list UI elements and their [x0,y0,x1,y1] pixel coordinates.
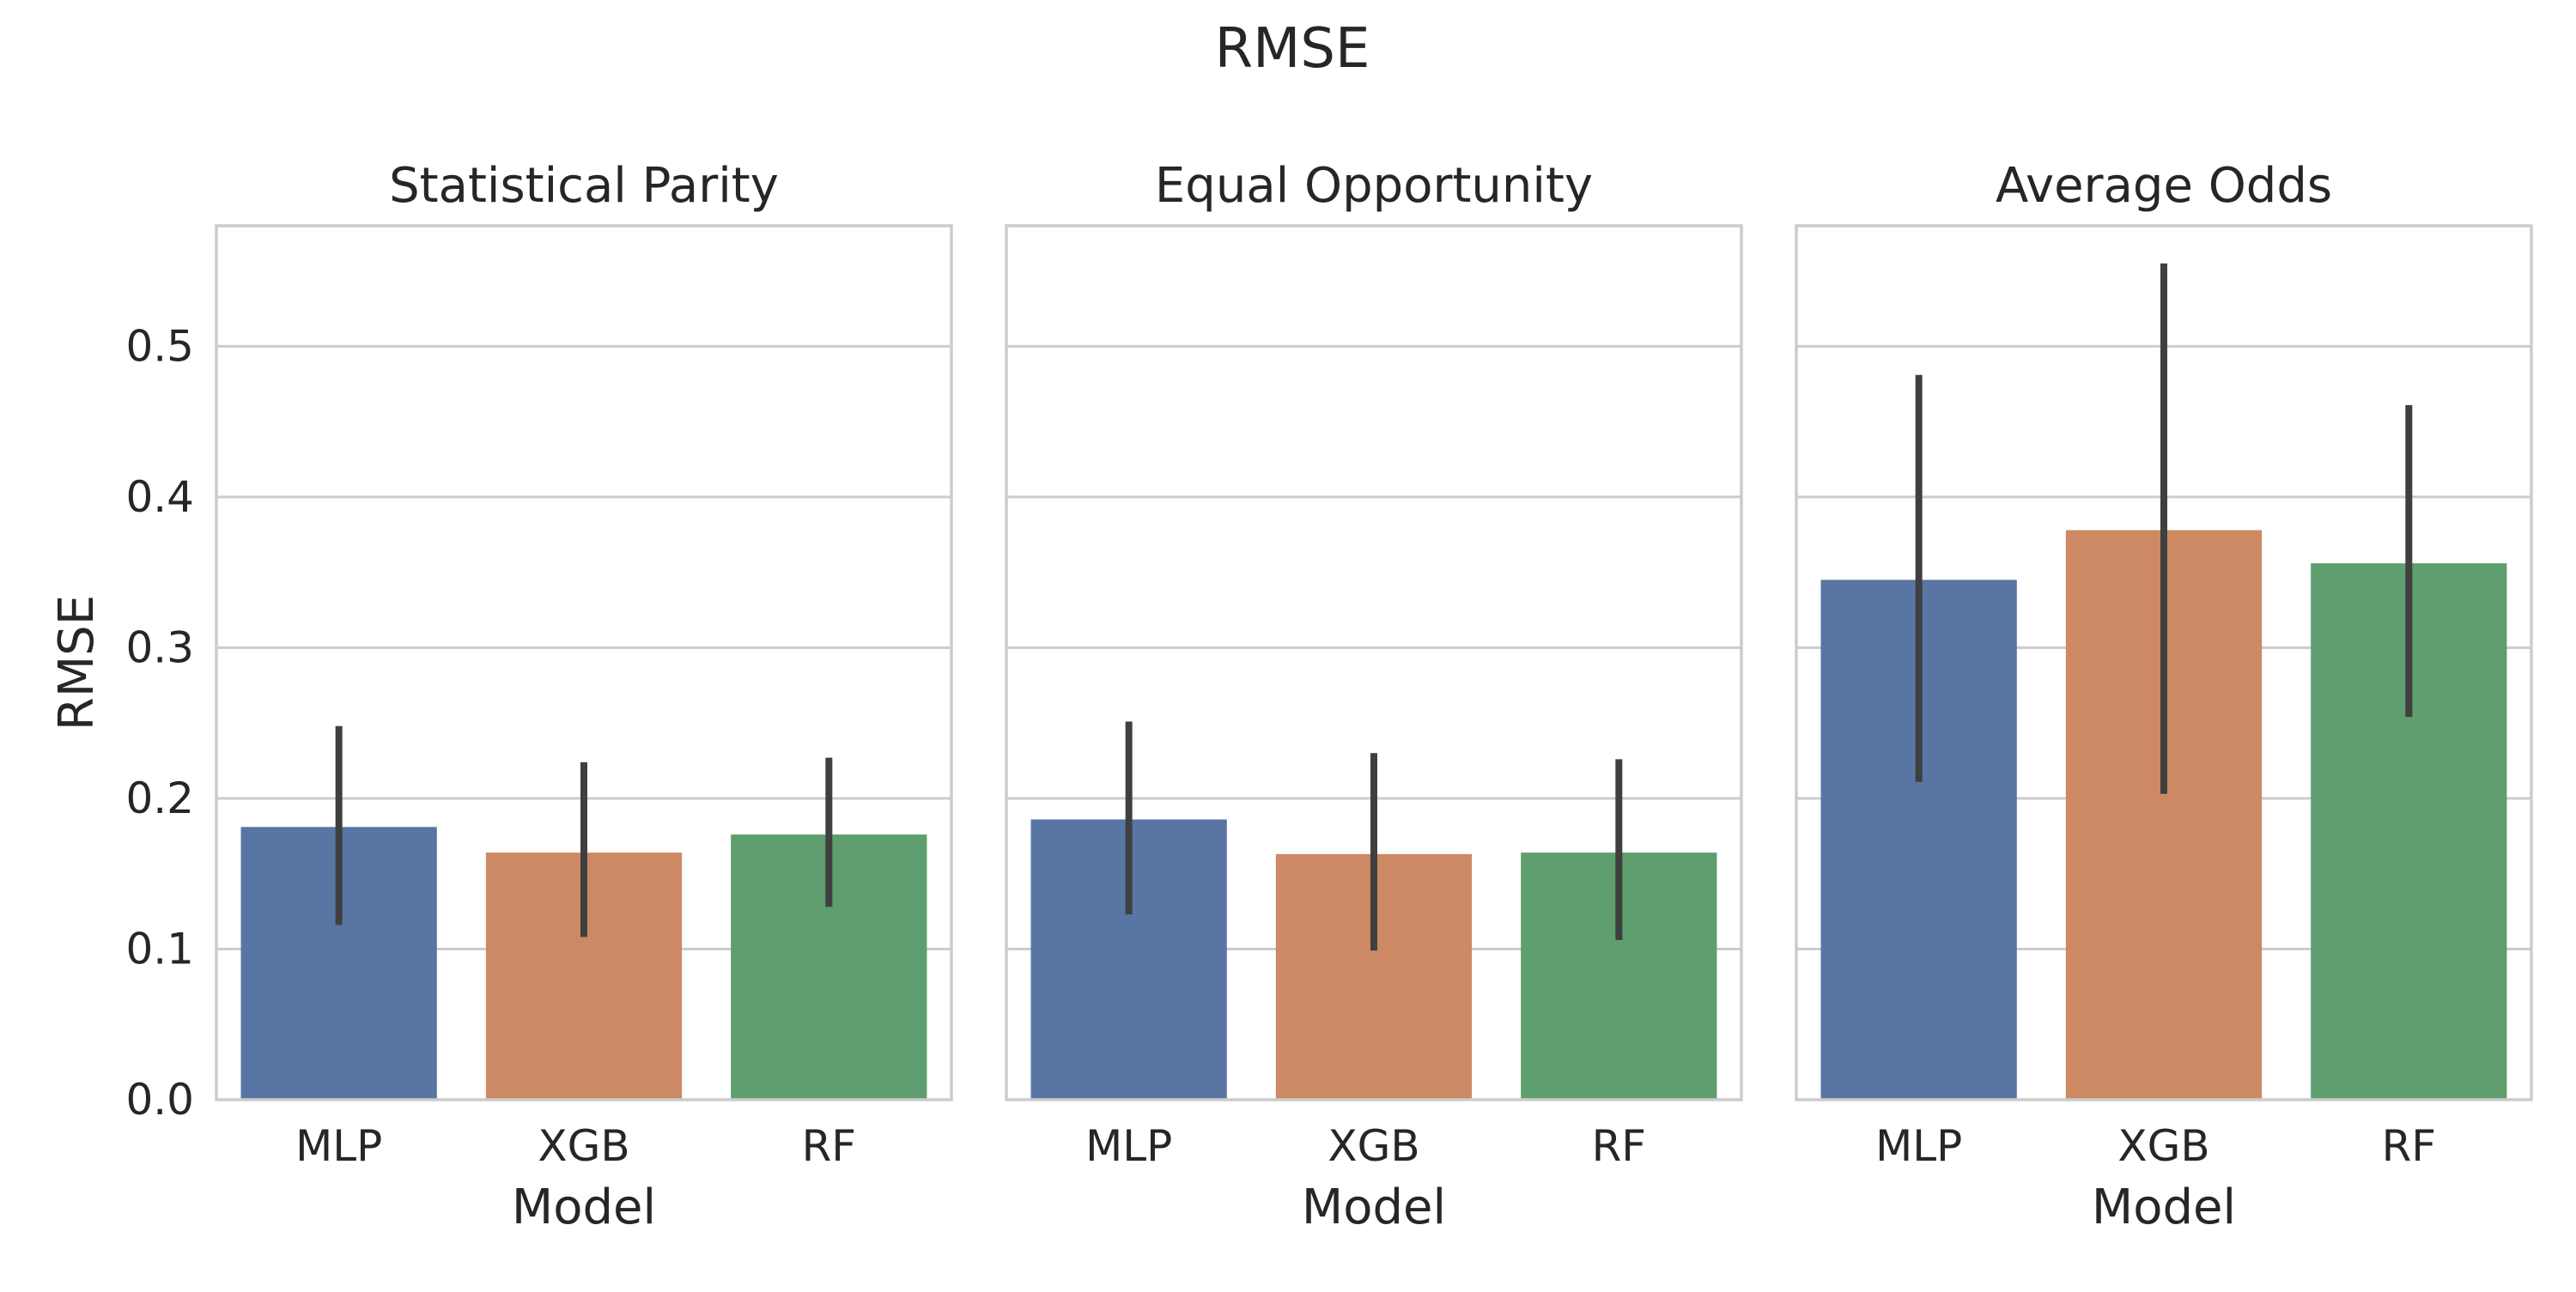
x-tick-label: XGB [538,1121,629,1171]
x-tick-label: RF [1592,1121,1647,1171]
x-axis-label: Model [1302,1180,1446,1235]
panel-1: MLP XGB RF Statistical Parity Model 0.0 0.1 0.2… [49,158,953,1235]
x-axis-label: Model [512,1180,656,1235]
x-axis-label: Model [2092,1180,2236,1235]
y-tick-label: 0.5 [125,321,194,371]
panel-2: MLP XGB RF Equal Opportunity Model [1005,158,1743,1235]
y-tick-label: 0.4 [125,472,194,522]
panel-frame [1795,224,2533,1101]
y-tick-label: 0.0 [125,1075,194,1125]
x-tick-label: MLP [1085,1121,1172,1171]
x-tick-label: RF [802,1121,857,1171]
y-axis-label: RMSE [49,595,105,731]
x-tick-label: MLP [1875,1121,1962,1171]
y-tick-label: 0.1 [125,924,194,974]
y-tick-label: 0.3 [125,622,194,672]
panel-title: Statistical Parity [389,158,779,214]
panel-frame [215,224,953,1101]
x-tick-label: MLP [295,1121,382,1171]
figure-title: RMSE [1215,17,1370,81]
x-tick-label: XGB [1327,1121,1419,1171]
x-tick-label: RF [2382,1121,2437,1171]
panel-title: Equal Opportunity [1155,158,1593,214]
panel-frame [1005,224,1743,1101]
panel-3: MLP XGB RF Average Odds Model [1795,158,2533,1235]
panel-title: Average Odds [1996,158,2332,214]
x-tick-label: XGB [2117,1121,2209,1171]
y-tick-label: 0.2 [125,773,194,823]
